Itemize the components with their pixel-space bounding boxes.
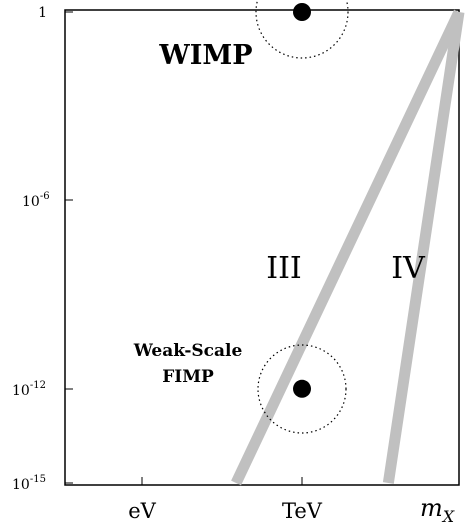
wimp-label: WIMP (158, 40, 252, 71)
region-label-iv: IV (391, 251, 426, 286)
x-tick-label-ev: eV (128, 499, 156, 523)
series-lines (231, 9, 465, 486)
plot-frame (64, 9, 460, 486)
series-line-1 (231, 9, 464, 486)
wimp-halo (255, 0, 349, 59)
point-wimp (293, 3, 311, 21)
y-tick-label-1e-15: 10-15 (12, 474, 46, 493)
x-tick-label-tev: TeV (282, 499, 323, 523)
x-ticks: eV TeV mX (128, 477, 455, 526)
fimp-label-line-2: FIMP (162, 367, 214, 387)
y-tick-label-1: 1 (38, 5, 47, 21)
fimp-halo (257, 344, 347, 434)
series-line-2 (382, 11, 465, 484)
y-tick-label-1e-12: 10-12 (12, 380, 46, 399)
points (293, 3, 311, 398)
region-label-iii: III (266, 251, 302, 286)
y-tick-label-1e-6: 10-6 (22, 191, 50, 210)
x-axis-label: mX (420, 494, 455, 526)
y-ticks: 1 10-6 10-12 10-15 (12, 5, 73, 493)
fimp-label-line-1: Weak-Scale (133, 341, 243, 361)
point-fimp (293, 379, 311, 398)
